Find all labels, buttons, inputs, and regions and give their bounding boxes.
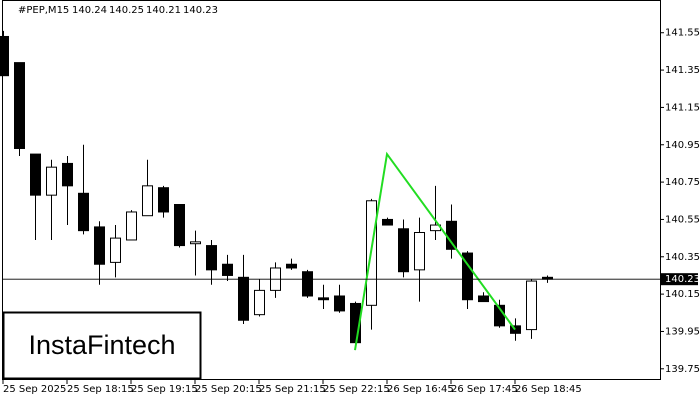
candle-body bbox=[46, 166, 57, 196]
candle bbox=[46, 159, 57, 240]
candle bbox=[62, 155, 73, 226]
candle bbox=[142, 159, 153, 217]
candle bbox=[254, 279, 265, 317]
candle-body bbox=[30, 153, 41, 196]
x-tick-label: 26 Sep 18:45 bbox=[515, 384, 582, 395]
candle bbox=[478, 292, 489, 303]
candle bbox=[78, 144, 89, 235]
y-tick-label: 140.95 bbox=[665, 140, 700, 151]
candle-body bbox=[526, 280, 537, 331]
y-tick-label: 141.35 bbox=[665, 65, 700, 76]
candle bbox=[110, 225, 121, 278]
candle bbox=[286, 258, 297, 270]
candle bbox=[302, 269, 313, 298]
candle bbox=[526, 279, 537, 339]
candle-body bbox=[206, 245, 217, 271]
candle-body bbox=[334, 295, 345, 312]
candle-body bbox=[478, 295, 489, 303]
candle-body bbox=[318, 297, 329, 301]
candle bbox=[126, 210, 137, 241]
y-tick-label: 140.55 bbox=[665, 214, 700, 225]
candle bbox=[30, 153, 41, 240]
candle-body bbox=[142, 185, 153, 217]
candle bbox=[174, 204, 185, 248]
watermark: InstaFintech bbox=[28, 330, 175, 360]
header-value: 140.21 bbox=[146, 5, 181, 16]
candle-body bbox=[414, 232, 425, 271]
candle bbox=[446, 204, 457, 259]
x-tick-label: 25 Sep 2025 bbox=[3, 384, 66, 395]
candle bbox=[206, 239, 217, 285]
watermark-frame bbox=[2, 311, 202, 380]
candle bbox=[334, 284, 345, 313]
y-tick-label: 140.75 bbox=[665, 177, 700, 188]
y-tick-label: 139.75 bbox=[665, 364, 700, 375]
x-tick-label: 25 Sep 22:15 bbox=[323, 384, 390, 395]
candle bbox=[430, 185, 441, 240]
candle-body bbox=[174, 204, 185, 247]
x-tick-label: 25 Sep 19:15 bbox=[131, 384, 198, 395]
candle-body bbox=[286, 263, 297, 269]
candle bbox=[318, 284, 329, 310]
x-tick-label: 25 Sep 18:15 bbox=[67, 384, 134, 395]
candle-body bbox=[78, 192, 89, 232]
candle-body bbox=[382, 218, 393, 226]
candle bbox=[0, 30, 9, 77]
candle bbox=[94, 221, 105, 285]
price-tag-label: 140.23 bbox=[665, 274, 700, 285]
candle-body bbox=[398, 228, 409, 273]
candle-body bbox=[254, 289, 265, 316]
watermark-box: InstaFintech bbox=[2, 311, 202, 380]
candle-body bbox=[190, 241, 201, 245]
candle bbox=[14, 62, 25, 156]
candle-body bbox=[94, 226, 105, 265]
candle bbox=[222, 254, 233, 282]
symbol: #PEP,M15 bbox=[18, 5, 69, 16]
pattern-line bbox=[354, 151, 516, 351]
header-value: 140.23 bbox=[183, 5, 218, 16]
x-tick-label: 25 Sep 20:15 bbox=[195, 384, 262, 395]
candle-body bbox=[0, 35, 9, 77]
candle-body bbox=[110, 237, 121, 263]
y-tick-label: 140.15 bbox=[665, 289, 700, 300]
candle-body bbox=[62, 162, 73, 187]
candle-body bbox=[238, 276, 249, 321]
candle-body bbox=[158, 187, 169, 213]
candle bbox=[510, 318, 521, 341]
y-tick-label: 139.95 bbox=[665, 326, 700, 337]
price-tag bbox=[661, 273, 698, 286]
header-value: 140.25 bbox=[109, 5, 144, 16]
candle-body bbox=[510, 325, 521, 334]
x-tick-label: 26 Sep 17:45 bbox=[451, 384, 518, 395]
candle-body bbox=[446, 220, 457, 250]
plot-frame bbox=[2, 0, 661, 380]
y-tick-label: 141.55 bbox=[665, 28, 700, 39]
candle-body bbox=[14, 62, 25, 149]
y-tick-label: 141.15 bbox=[665, 102, 700, 113]
candle-body bbox=[222, 263, 233, 276]
candle bbox=[158, 185, 169, 218]
candle bbox=[270, 262, 281, 298]
candle bbox=[382, 217, 393, 226]
candle bbox=[190, 230, 201, 276]
y-tick-label: 140.35 bbox=[665, 252, 700, 263]
candle-body bbox=[126, 211, 137, 241]
header-value: 140.24 bbox=[72, 5, 107, 16]
candle bbox=[462, 251, 473, 310]
candle bbox=[366, 198, 377, 330]
x-tick-label: 25 Sep 21:15 bbox=[259, 384, 326, 395]
candle bbox=[398, 219, 409, 278]
candle bbox=[414, 217, 425, 302]
x-tick-label: 26 Sep 16:45 bbox=[387, 384, 454, 395]
candle-body bbox=[302, 271, 313, 297]
candle-body bbox=[462, 252, 473, 301]
candle bbox=[238, 254, 249, 324]
